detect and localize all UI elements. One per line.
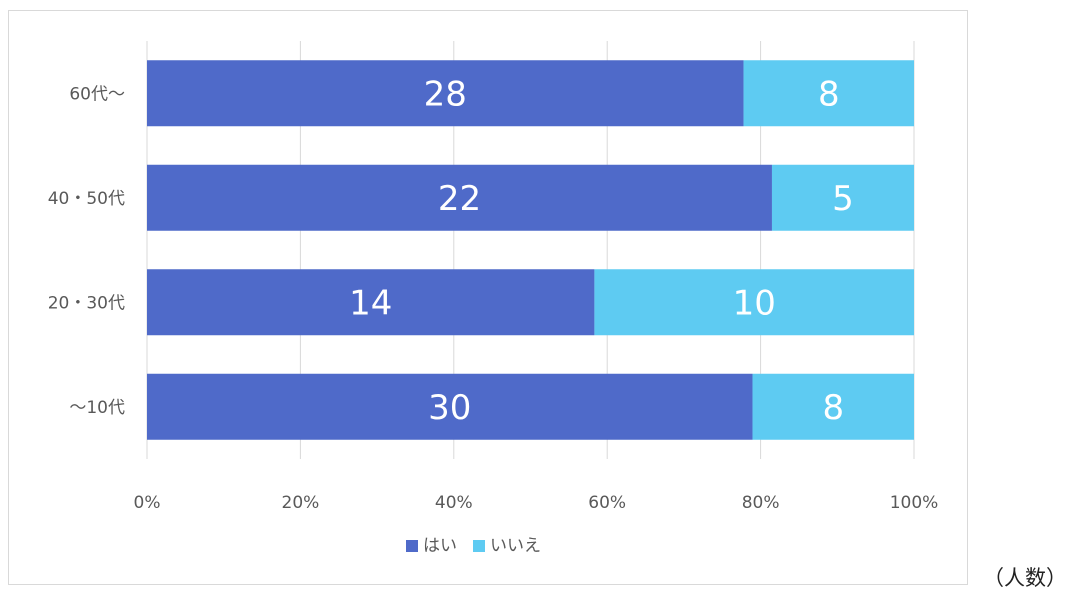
y-tick-label: 40・50代 <box>48 189 125 209</box>
bar-segment <box>147 373 753 440</box>
chart-frame: 0% 20% 40% 60% 80% 100% 28 8 60代～ 22 5 40・50代 14 10 20… <box>8 10 968 585</box>
y-tick-label: 60代～ <box>69 84 125 104</box>
x-tick-label: 0% <box>134 493 161 513</box>
legend-swatch <box>473 540 485 552</box>
stacked-bar-chart: 0% 20% 40% 60% 80% 100% 28 8 60代～ 22 5 40・50代 14 10 20… <box>48 41 939 556</box>
data-label: 14 <box>349 283 392 323</box>
y-tick-label: 20・30代 <box>48 293 125 313</box>
legend-label: はい <box>423 536 457 556</box>
y-tick-label: ～10代 <box>69 398 125 418</box>
x-tick-label: 20% <box>282 493 320 513</box>
x-tick-label: 60% <box>588 493 626 513</box>
bar-segment <box>147 60 744 127</box>
data-label: 8 <box>822 388 844 428</box>
x-tick-label: 80% <box>742 493 780 513</box>
data-label: 8 <box>818 74 840 114</box>
bar-segment <box>147 269 595 336</box>
data-label: 30 <box>428 388 471 428</box>
x-tick-label: 100% <box>890 493 939 513</box>
bar-segment <box>594 269 914 336</box>
bar-segment <box>743 60 914 127</box>
legend-label: いいえ <box>490 536 541 556</box>
data-label: 28 <box>424 74 467 114</box>
legend-swatch <box>406 540 418 552</box>
bar-segment <box>147 164 772 231</box>
bar-segment <box>771 164 914 231</box>
unit-note: （人数） <box>983 566 1067 590</box>
data-label: 5 <box>832 179 854 219</box>
data-label: 10 <box>733 283 776 323</box>
x-tick-label: 40% <box>435 493 473 513</box>
data-label: 22 <box>438 179 481 219</box>
bar-segment <box>752 373 914 440</box>
